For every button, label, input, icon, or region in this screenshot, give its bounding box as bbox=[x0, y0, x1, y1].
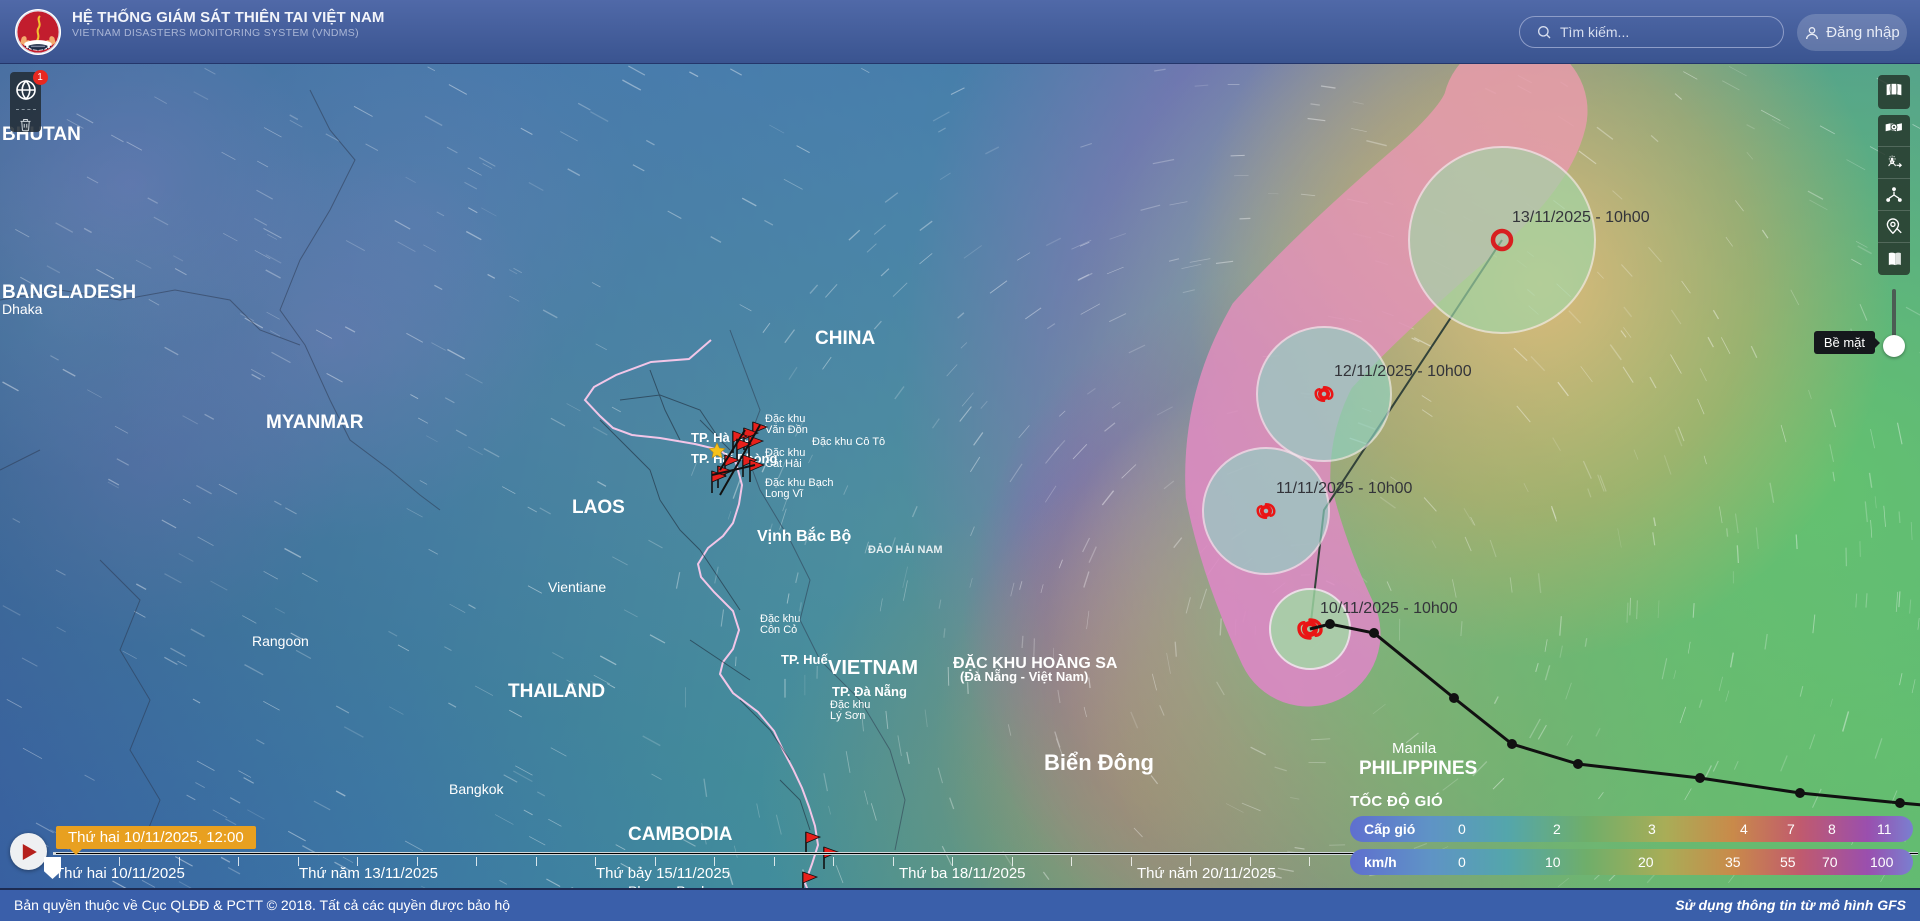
svg-text:(Đà Nẵng - Việt Nam): (Đà Nẵng - Việt Nam) bbox=[960, 669, 1088, 684]
svg-text:Dhaka: Dhaka bbox=[2, 301, 43, 317]
svg-text:TP. Huế: TP. Huế bbox=[781, 652, 828, 667]
svg-text:ĐẢO HẢI NAM: ĐẢO HẢI NAM bbox=[868, 543, 943, 556]
svg-text:Long Vĩ: Long Vĩ bbox=[765, 488, 804, 500]
svg-text:10/11/2025 - 10h00: 10/11/2025 - 10h00 bbox=[1320, 600, 1458, 617]
svg-text:BANGLADESH: BANGLADESH bbox=[2, 282, 136, 303]
svg-text:Rangoon: Rangoon bbox=[252, 633, 309, 649]
svg-text:11/11/2025 - 10h00: 11/11/2025 - 10h00 bbox=[1276, 480, 1413, 497]
svg-text:PHILIPPINES: PHILIPPINES bbox=[1359, 758, 1477, 779]
svg-text:Lý Sơn: Lý Sơn bbox=[830, 710, 865, 722]
svg-text:13/11/2025 - 10h00: 13/11/2025 - 10h00 bbox=[1512, 209, 1650, 226]
svg-text:CHINA: CHINA bbox=[815, 328, 875, 349]
svg-text:Bangkok: Bangkok bbox=[449, 781, 504, 797]
svg-text:Văn Đồn: Văn Đồn bbox=[765, 424, 808, 436]
svg-text:Vịnh Bắc Bộ: Vịnh Bắc Bộ bbox=[757, 526, 851, 545]
svg-text:THAILAND: THAILAND bbox=[508, 681, 605, 702]
svg-text:Cát Hải: Cát Hải bbox=[765, 458, 802, 470]
svg-text:12/11/2025 - 10h00: 12/11/2025 - 10h00 bbox=[1334, 363, 1472, 380]
svg-text:Vientiane: Vientiane bbox=[548, 579, 606, 595]
svg-text:MYANMAR: MYANMAR bbox=[266, 412, 364, 433]
svg-text:TP. Đà Nẵng: TP. Đà Nẵng bbox=[832, 684, 907, 699]
svg-text:LAOS: LAOS bbox=[572, 497, 625, 518]
svg-text:VIETNAM: VIETNAM bbox=[828, 657, 918, 679]
svg-text:Manila: Manila bbox=[1392, 740, 1437, 757]
svg-text:Biển Đông: Biển Đông bbox=[1044, 750, 1154, 775]
svg-text:Đặc khu Cô Tô: Đặc khu Cô Tô bbox=[812, 436, 885, 448]
svg-text:Côn Cỏ: Côn Cỏ bbox=[760, 624, 797, 636]
